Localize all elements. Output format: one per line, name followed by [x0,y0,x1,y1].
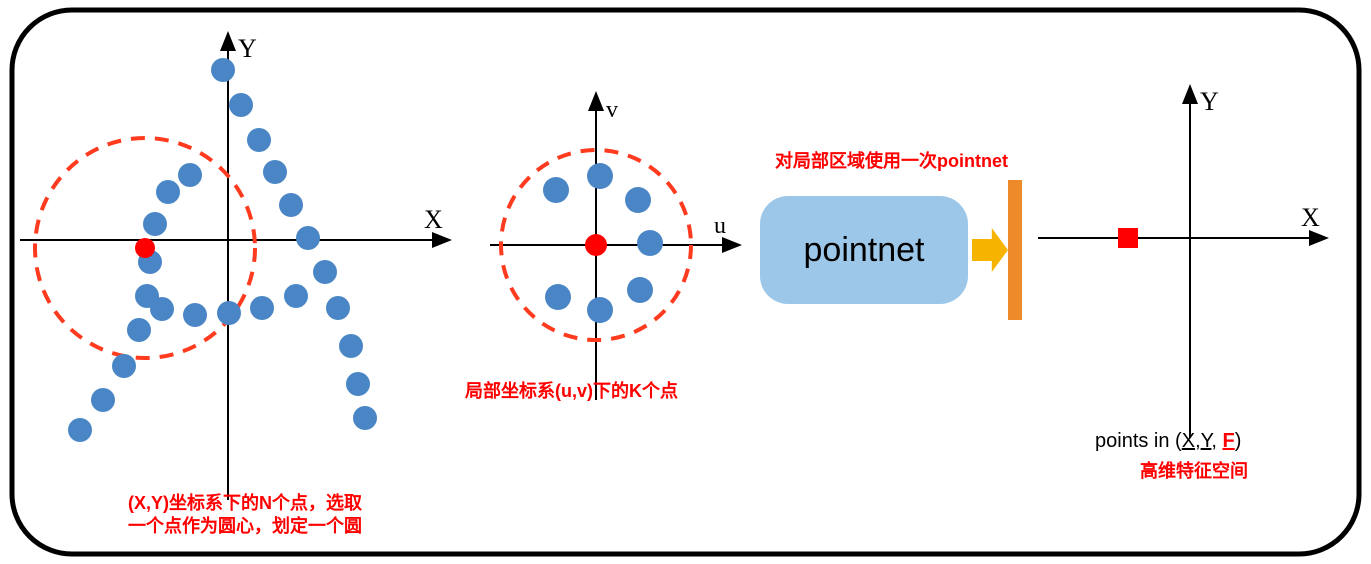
pointnet-caption: 对局部区域使用一次pointnet [775,150,1008,173]
points-in-x: X [1182,430,1195,452]
points-in-prefix: points in ( [1095,430,1182,452]
svg-text:v: v [606,97,618,123]
points-in-f: F [1223,430,1235,452]
pointnet-label: pointnet [804,231,925,270]
panel1-caption: (X,Y)坐标系下的N个点，选取一个点作为圆心，划定一个圆 [95,492,395,539]
diagram-root: XY uv XY (X,Y)坐标系下的N个点，选取一个点作为圆心，划定一个圆 局… [0,0,1371,564]
points-in-label: points in (X,Y, F) [1095,430,1241,453]
svg-text:u: u [714,213,726,239]
points-in-close: ) [1235,430,1242,452]
points-in-y: Y [1201,430,1212,452]
panel3-caption: 高维特征空间 [1140,460,1248,483]
panel2-group: uv [490,95,738,400]
panel1-group: XY [20,34,448,500]
panel2-caption: 局部坐标系(u,v)下的K个点 [465,380,678,403]
svg-text:Y: Y [1200,87,1219,116]
svg-text:X: X [1301,203,1320,232]
yellow-arrow-icon [972,228,1008,272]
feature-bar [1008,180,1022,320]
svg-text:X: X [424,205,443,234]
svg-text:Y: Y [238,34,257,63]
pointnet-box: pointnet [760,196,968,304]
panel3-group: XY [1038,87,1325,438]
